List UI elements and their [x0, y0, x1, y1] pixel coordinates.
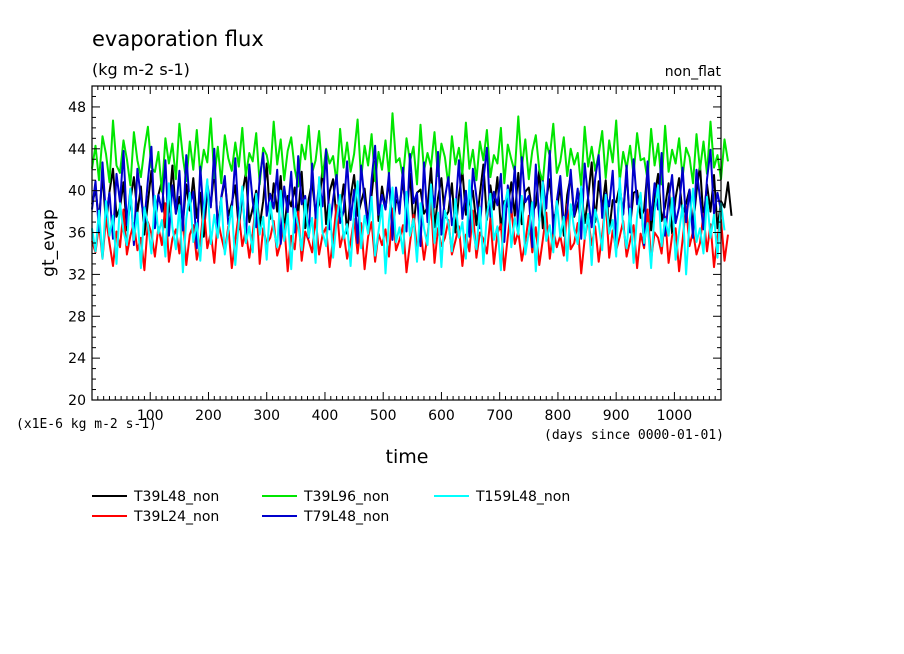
- y-tick-label: 40: [68, 184, 86, 200]
- y-unit-note: (x1E-6 kg m-2 s-1): [16, 417, 157, 432]
- y-tick-label: 36: [68, 226, 86, 242]
- plot-frame: [91, 85, 722, 401]
- x-tick-label: 100: [137, 408, 164, 424]
- x-tick-label: 1000: [657, 408, 693, 424]
- x-tick-label: 600: [428, 408, 455, 424]
- x-axis-label: time: [386, 446, 429, 468]
- y-tick-label: 32: [68, 267, 86, 283]
- y-tick-label: 20: [68, 393, 86, 409]
- y-axis-label: gt_evap: [39, 209, 59, 277]
- series-lines: [91, 112, 733, 276]
- y-tick-labels: 20 24 28 32 36 40 44 48: [68, 100, 86, 409]
- x-tick-label: 700: [486, 408, 513, 424]
- legend-label: T79L48_non: [303, 509, 389, 525]
- y-tick-label: 28: [68, 309, 86, 325]
- legend-label: T159L48_non: [475, 489, 570, 505]
- x-tick-label: 800: [545, 408, 572, 424]
- x-tick-label: 500: [370, 408, 397, 424]
- y-tick-label: 48: [68, 100, 86, 116]
- corner-label: non_flat: [665, 64, 722, 80]
- x-unit-note: (days since 0000-01-01): [544, 428, 724, 443]
- x-tick-label: 900: [603, 408, 630, 424]
- chart-title: evaporation flux: [92, 27, 264, 51]
- x-tick-label: 200: [195, 408, 222, 424]
- legend-label: T39L96_non: [303, 489, 389, 505]
- y-tick-label: 44: [68, 142, 86, 158]
- series-line-t159l48-non: [91, 176, 726, 276]
- x-tick-labels: 100 200 300 400 500 600 700 800 900 1000: [137, 408, 692, 424]
- chart-subtitle: (kg m-2 s-1): [92, 60, 190, 79]
- axis-ticks: [92, 86, 721, 400]
- legend-label: T39L48_non: [133, 489, 219, 505]
- y-tick-label: 24: [68, 351, 86, 367]
- legend: T39L48_non T39L24_non T39L96_non T79L48_non…: [92, 489, 570, 525]
- legend-label: T39L24_non: [133, 509, 219, 525]
- x-tick-label: 400: [312, 408, 339, 424]
- x-tick-label: 300: [253, 408, 280, 424]
- series-line-t39l24-non: [91, 199, 729, 275]
